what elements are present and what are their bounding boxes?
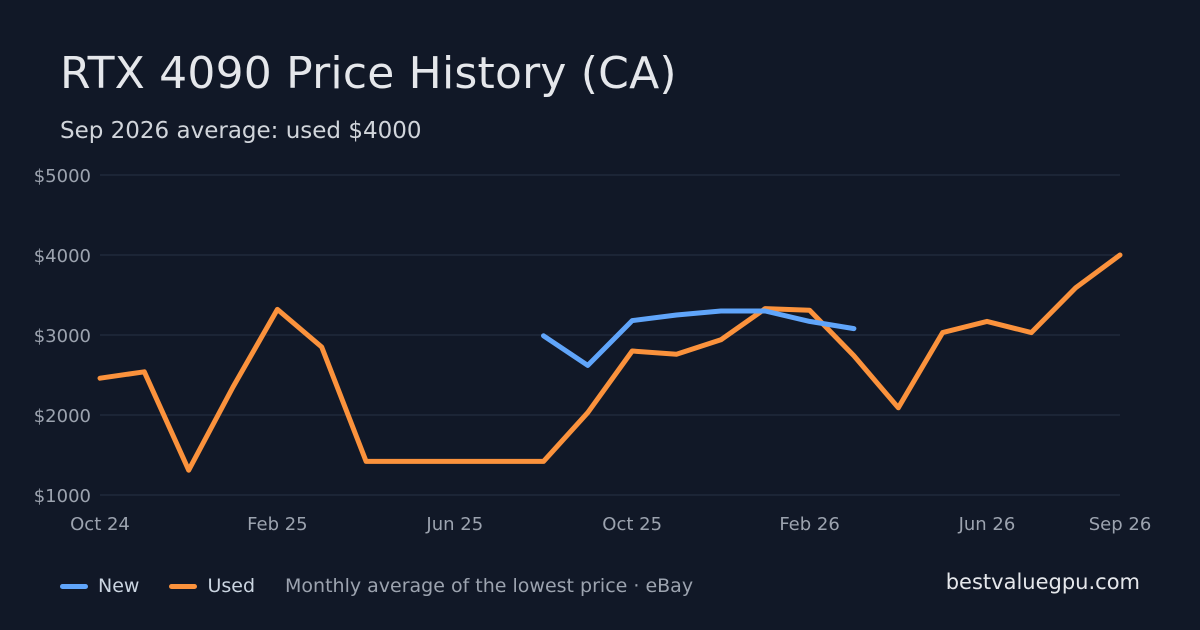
price-history-chart: $1000 $2000 $3000 $4000 $5000 Oct 24 Feb 25 Ju… bbox=[34, 166, 1152, 535]
legend-swatch-new bbox=[60, 583, 88, 589]
x-tick-label: Jun 25 bbox=[425, 514, 483, 535]
x-tick-label: Jun 26 bbox=[958, 514, 1016, 535]
x-tick-label: Oct 24 bbox=[70, 514, 130, 535]
series-lines bbox=[97, 252, 1123, 473]
legend-swatch-used bbox=[169, 583, 198, 589]
legend-label-new: New bbox=[98, 575, 140, 597]
x-axis-ticks: Oct 24 Feb 25 Jun 25 Oct 25 Feb 26 Jun 26 Sep … bbox=[70, 514, 1151, 535]
source-note: Monthly average of the lowest price · eB… bbox=[285, 575, 694, 597]
y-tick-label: $1000 bbox=[34, 486, 91, 507]
y-tick-label: $5000 bbox=[34, 166, 91, 187]
x-tick-label: Feb 25 bbox=[247, 514, 308, 535]
legend-item-new: New bbox=[60, 575, 139, 597]
chart-title: RTX 4090 Price History (CA) bbox=[60, 48, 677, 99]
y-tick-label: $3000 bbox=[34, 326, 91, 347]
grid-lines bbox=[100, 174, 1120, 496]
legend-label-used: Used bbox=[207, 575, 256, 597]
site-link[interactable]: bestvaluegpu.com bbox=[945, 570, 1140, 594]
series-line-new bbox=[541, 308, 857, 368]
y-axis-ticks: $1000 $2000 $3000 $4000 $5000 bbox=[34, 166, 91, 507]
x-tick-label: Feb 26 bbox=[779, 514, 840, 535]
series-line-used bbox=[97, 252, 1123, 473]
legend: New Used Monthly average of the lowest p… bbox=[60, 572, 693, 600]
x-tick-label: Sep 26 bbox=[1089, 514, 1152, 535]
legend-item-used: Used bbox=[169, 575, 255, 597]
y-tick-label: $4000 bbox=[34, 246, 91, 267]
chart-subtitle: Sep 2026 average: used $4000 bbox=[60, 118, 422, 144]
y-tick-label: $2000 bbox=[34, 406, 91, 427]
x-tick-label: Oct 25 bbox=[602, 514, 662, 535]
